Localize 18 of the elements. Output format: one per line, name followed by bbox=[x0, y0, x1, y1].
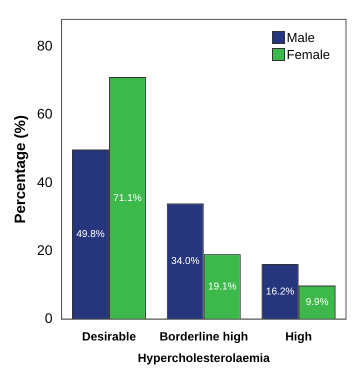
data-label: 16.2% bbox=[266, 286, 294, 298]
x-tick-label: Borderline high bbox=[159, 330, 248, 344]
x-tick-label: Desirable bbox=[82, 330, 136, 344]
y-tick-label: 0 bbox=[44, 310, 53, 326]
y-tick-label: 40 bbox=[36, 174, 53, 190]
data-label: 71.1% bbox=[113, 192, 142, 204]
x-tick-label: High bbox=[285, 330, 312, 344]
data-label: 9.9% bbox=[306, 297, 329, 308]
data-label: 49.8% bbox=[76, 229, 105, 240]
x-axis-title: Hypercholesterolaemia bbox=[138, 351, 270, 366]
data-label: 19.1% bbox=[208, 281, 237, 292]
legend-label: Male bbox=[286, 30, 315, 45]
data-label: 34.0% bbox=[171, 256, 200, 268]
y-axis-title: Percentage (%) bbox=[12, 115, 30, 224]
y-tick-label: 80 bbox=[36, 38, 53, 54]
legend-label: Female bbox=[286, 47, 330, 62]
y-tick-label: 20 bbox=[36, 242, 53, 258]
y-tick-label: 60 bbox=[36, 106, 53, 122]
